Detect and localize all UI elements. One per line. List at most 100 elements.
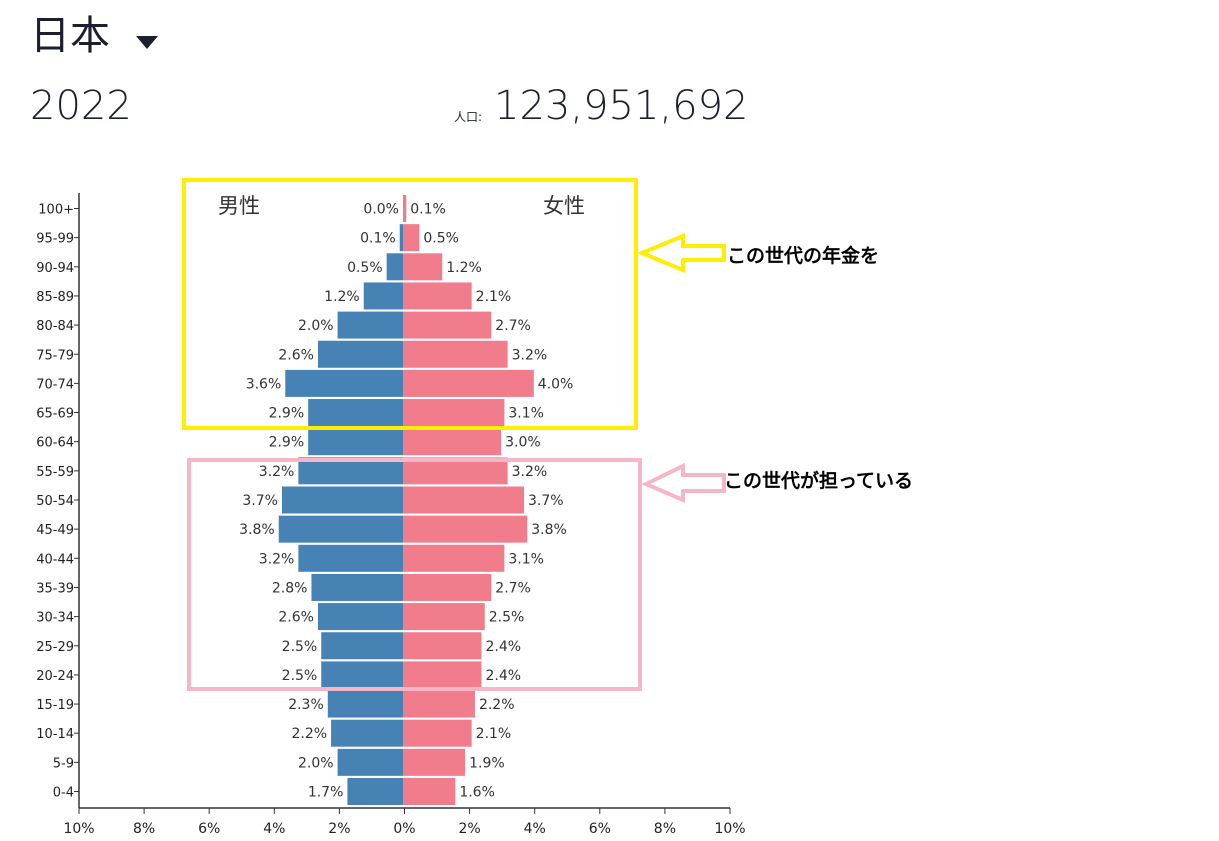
male-bar — [337, 311, 403, 339]
population-value: 123,951,692 — [494, 83, 749, 129]
female-bar — [403, 486, 524, 514]
age-tick-label: 45-49 — [36, 523, 74, 538]
male-bar — [285, 369, 403, 397]
male-bar — [282, 486, 403, 514]
x-tick-label: 8% — [654, 821, 676, 837]
male-value-label: 1.7% — [308, 785, 344, 801]
age-tick-label: 40-44 — [36, 552, 74, 567]
male-bar — [298, 544, 403, 572]
female-bar — [403, 428, 502, 456]
female-value-label: 3.1% — [508, 551, 544, 567]
age-tick-label: 15-19 — [36, 698, 74, 713]
female-bar — [403, 544, 505, 572]
female-bar — [403, 399, 505, 427]
male-bar — [308, 428, 403, 456]
male-value-label: 2.9% — [269, 435, 305, 451]
male-value-label: 3.2% — [259, 551, 295, 567]
female-value-label: 2.4% — [485, 668, 521, 684]
female-bar — [403, 719, 472, 747]
female-bar — [403, 690, 475, 718]
male-bar — [308, 399, 403, 427]
age-tick-label: 100+ — [38, 203, 74, 218]
male-value-label: 0.5% — [347, 260, 383, 276]
male-bar — [317, 603, 403, 631]
female-value-label: 3.2% — [512, 347, 548, 363]
male-value-label: 1.2% — [324, 289, 360, 305]
male-value-label: 2.3% — [288, 697, 324, 713]
age-tick-label: 65-69 — [36, 407, 74, 422]
female-bar — [403, 340, 508, 368]
age-tick-label: 0-4 — [53, 786, 74, 801]
female-value-label: 3.0% — [505, 435, 541, 451]
male-value-label: 3.7% — [242, 493, 278, 509]
female-bar — [403, 603, 485, 631]
dropdown-caret-icon[interactable] — [136, 36, 158, 49]
age-tick-label: 95-99 — [36, 232, 74, 247]
female-value-label: 0.1% — [410, 202, 446, 218]
female-bar — [403, 515, 528, 543]
male-bar — [331, 719, 403, 747]
male-value-label: 3.8% — [239, 522, 275, 538]
legend-male: 男性 — [218, 194, 260, 218]
male-value-label: 2.0% — [298, 318, 334, 334]
age-tick-label: 75-79 — [36, 348, 74, 363]
age-tick-label: 20-24 — [36, 669, 74, 684]
female-value-label: 3.7% — [528, 493, 564, 509]
x-tick-label: 0% — [393, 821, 415, 837]
population-label: 人口: — [454, 110, 483, 124]
pension-note: この世代の年金を — [727, 245, 880, 267]
male-value-label: 2.6% — [278, 347, 314, 363]
female-value-label: 2.7% — [495, 580, 531, 596]
female-value-label: 3.8% — [531, 522, 567, 538]
female-bar — [403, 748, 466, 776]
x-tick-label: 4% — [524, 821, 546, 837]
male-value-label: 2.6% — [278, 610, 314, 626]
x-tick-label: 6% — [198, 821, 220, 837]
age-tick-label: 35-39 — [36, 581, 74, 596]
male-bar — [278, 515, 403, 543]
age-tick-label: 70-74 — [36, 377, 74, 392]
female-bar — [403, 311, 492, 339]
x-tick-label: 6% — [589, 821, 611, 837]
male-bar — [399, 224, 403, 252]
male-value-label: 2.9% — [269, 406, 305, 422]
male-bar — [317, 340, 403, 368]
female-value-label: 2.2% — [479, 697, 515, 713]
female-bar — [403, 253, 443, 281]
age-tick-label: 90-94 — [36, 261, 74, 276]
female-bar — [403, 661, 482, 689]
female-bar — [403, 369, 534, 397]
female-bar — [403, 224, 420, 252]
male-value-label: 2.5% — [282, 639, 318, 655]
female-bar — [403, 195, 407, 222]
x-tick-label: 8% — [133, 821, 155, 837]
female-bar — [403, 282, 472, 310]
male-bar — [363, 282, 403, 310]
country-selector[interactable]: 日本 — [30, 13, 110, 59]
x-tick-label: 2% — [458, 821, 480, 837]
age-tick-label: 80-84 — [36, 319, 74, 334]
female-value-label: 1.9% — [469, 755, 505, 771]
x-tick-label: 10% — [63, 821, 94, 837]
working-generation-highlight — [187, 458, 642, 691]
male-bar — [321, 632, 403, 660]
female-bar — [403, 573, 492, 601]
male-value-label: 2.5% — [282, 668, 318, 684]
male-value-label: 0.0% — [363, 202, 399, 218]
x-tick-label: 10% — [714, 821, 745, 837]
male-bar — [327, 690, 403, 718]
x-tick-label: 2% — [328, 821, 350, 837]
female-value-label: 2.1% — [476, 726, 512, 742]
female-value-label: 3.1% — [508, 406, 544, 422]
male-value-label: 2.2% — [291, 726, 327, 742]
male-bar — [337, 748, 403, 776]
female-value-label: 2.4% — [485, 639, 521, 655]
female-value-label: 2.5% — [489, 610, 525, 626]
age-tick-label: 25-29 — [36, 640, 74, 655]
female-value-label: 1.2% — [446, 260, 482, 276]
workers-note: この世代が担っている — [724, 470, 914, 492]
age-tick-label: 5-9 — [53, 756, 74, 771]
age-tick-label: 60-64 — [36, 436, 74, 451]
female-value-label: 2.1% — [476, 289, 512, 305]
